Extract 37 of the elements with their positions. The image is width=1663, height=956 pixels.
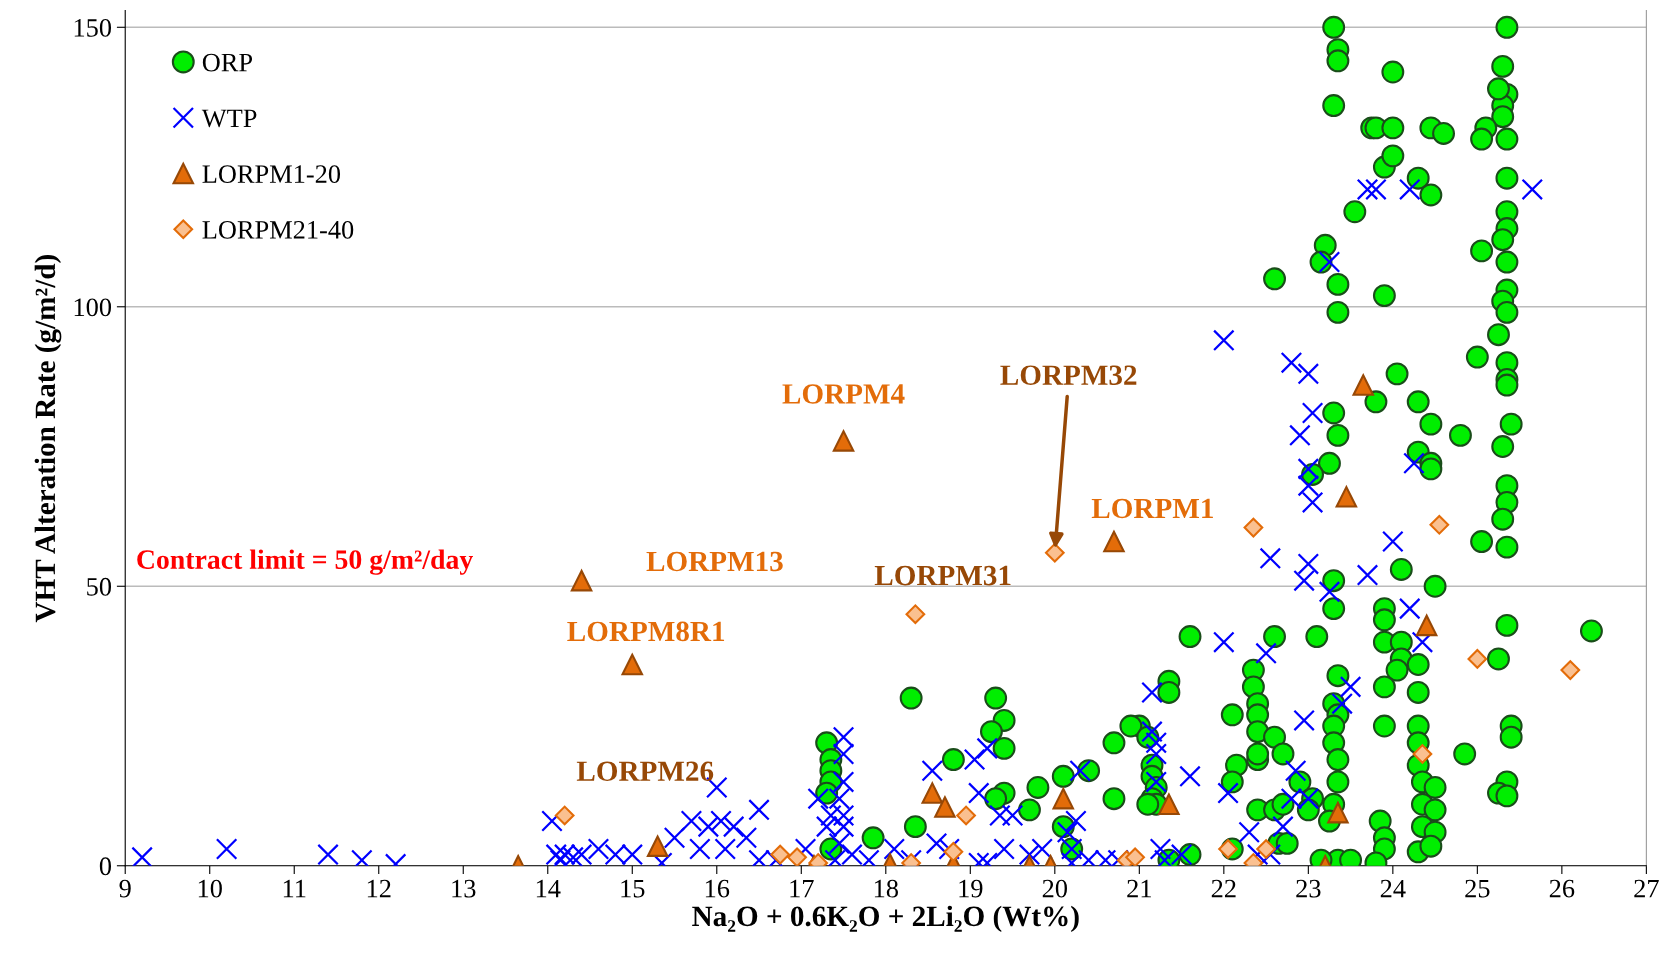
x-tick-label: 20 — [1042, 879, 1067, 898]
x-tick-label: 17 — [790, 879, 814, 898]
y-tick-label: 100 — [74, 298, 112, 317]
x-tick-label: 9 — [119, 879, 131, 898]
legend-label: WTP — [201, 109, 257, 128]
annotation: Contract limit = 50 g/m²/day — [137, 549, 473, 575]
legend-label: LORPM1-20 — [202, 165, 341, 183]
annotation: LORPM8R1 — [567, 621, 725, 642]
legend-label: ORP — [202, 53, 253, 72]
x-axis-title: Na₂O + 0.6K₂O + 2Li₂O (Wt%) — [692, 905, 1079, 933]
x-tick-label: 24 — [1380, 879, 1406, 898]
annotation: LORPM26 — [576, 761, 714, 782]
x-tick-label: 11 — [283, 879, 306, 898]
y-tick-label: 0 — [99, 857, 112, 876]
annotation: LORPM32 — [1000, 365, 1137, 386]
x-tick-label: 19 — [959, 879, 983, 898]
annotation: LORPM4 — [782, 384, 905, 404]
y-axis-title: VHT Alteration Rate (g/m²/d) — [34, 255, 62, 623]
x-tick-label: 15 — [621, 879, 645, 898]
x-tick-label: 22 — [1211, 879, 1236, 898]
y-tick-label: 150 — [74, 18, 112, 37]
x-tick-label: 23 — [1296, 879, 1321, 898]
x-tick-label: 27 — [1634, 879, 1659, 898]
x-tick-label: 26 — [1549, 879, 1575, 898]
y-tick-label: 50 — [87, 577, 112, 596]
x-tick-label: 13 — [452, 879, 476, 898]
x-tick-label: 14 — [536, 879, 561, 898]
legend-label: LORPM21-40 — [202, 220, 354, 239]
x-tick-label: 12 — [367, 879, 391, 898]
x-tick-label: 10 — [198, 879, 222, 898]
annotation: LORPM31 — [874, 565, 1011, 586]
x-tick-label: 21 — [1127, 879, 1151, 898]
x-tick-label: 16 — [705, 879, 730, 898]
x-tick-label: 18 — [874, 879, 898, 898]
x-tick-label: 25 — [1465, 879, 1490, 898]
annotation: LORPM13 — [646, 551, 783, 572]
annotation: LORPM1 — [1091, 498, 1213, 519]
